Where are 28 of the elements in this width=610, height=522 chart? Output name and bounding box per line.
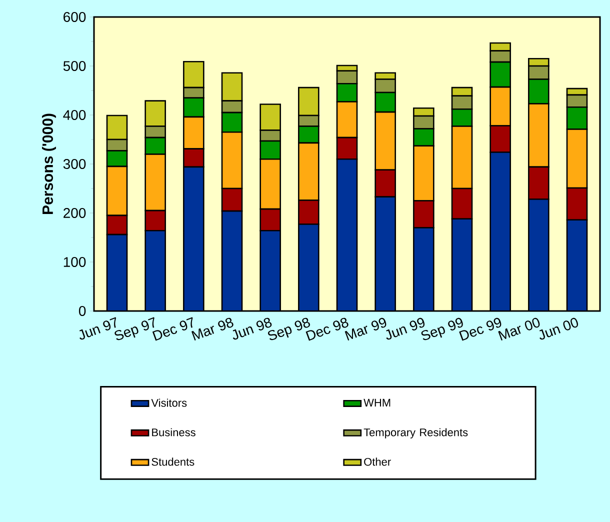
legend-label: Temporary Residents: [364, 428, 468, 438]
bar: [221, 210, 243, 311]
bar: [144, 230, 166, 311]
bar: [413, 227, 434, 311]
bar: [298, 224, 320, 311]
x-tick-label: Jun 00: [539, 318, 578, 340]
legend-label: Students: [152, 458, 194, 466]
legend-label: Visitors: [151, 398, 187, 407]
legend-label: Other: [364, 458, 391, 466]
y-tick-label: 300: [63, 159, 86, 169]
bar: [374, 196, 396, 311]
y-tick-label: 600: [64, 12, 86, 22]
y-tick-label: 400: [63, 110, 86, 120]
y-axis-title: Persons ('000): [42, 114, 56, 214]
bar: [490, 152, 511, 311]
y-tick-label: 0: [78, 306, 86, 316]
bar: [260, 230, 281, 311]
y-tick-label: 200: [64, 208, 86, 218]
y-tick-label: 500: [63, 61, 86, 71]
bar: [566, 219, 588, 311]
bar: [183, 166, 204, 311]
y-tick-label: 100: [64, 257, 86, 267]
bar: [336, 158, 358, 311]
bar: [528, 198, 550, 311]
legend-label: WHM: [364, 398, 390, 406]
bar: [451, 218, 473, 311]
legend-label: Business: [152, 428, 196, 436]
bar: [106, 234, 128, 311]
